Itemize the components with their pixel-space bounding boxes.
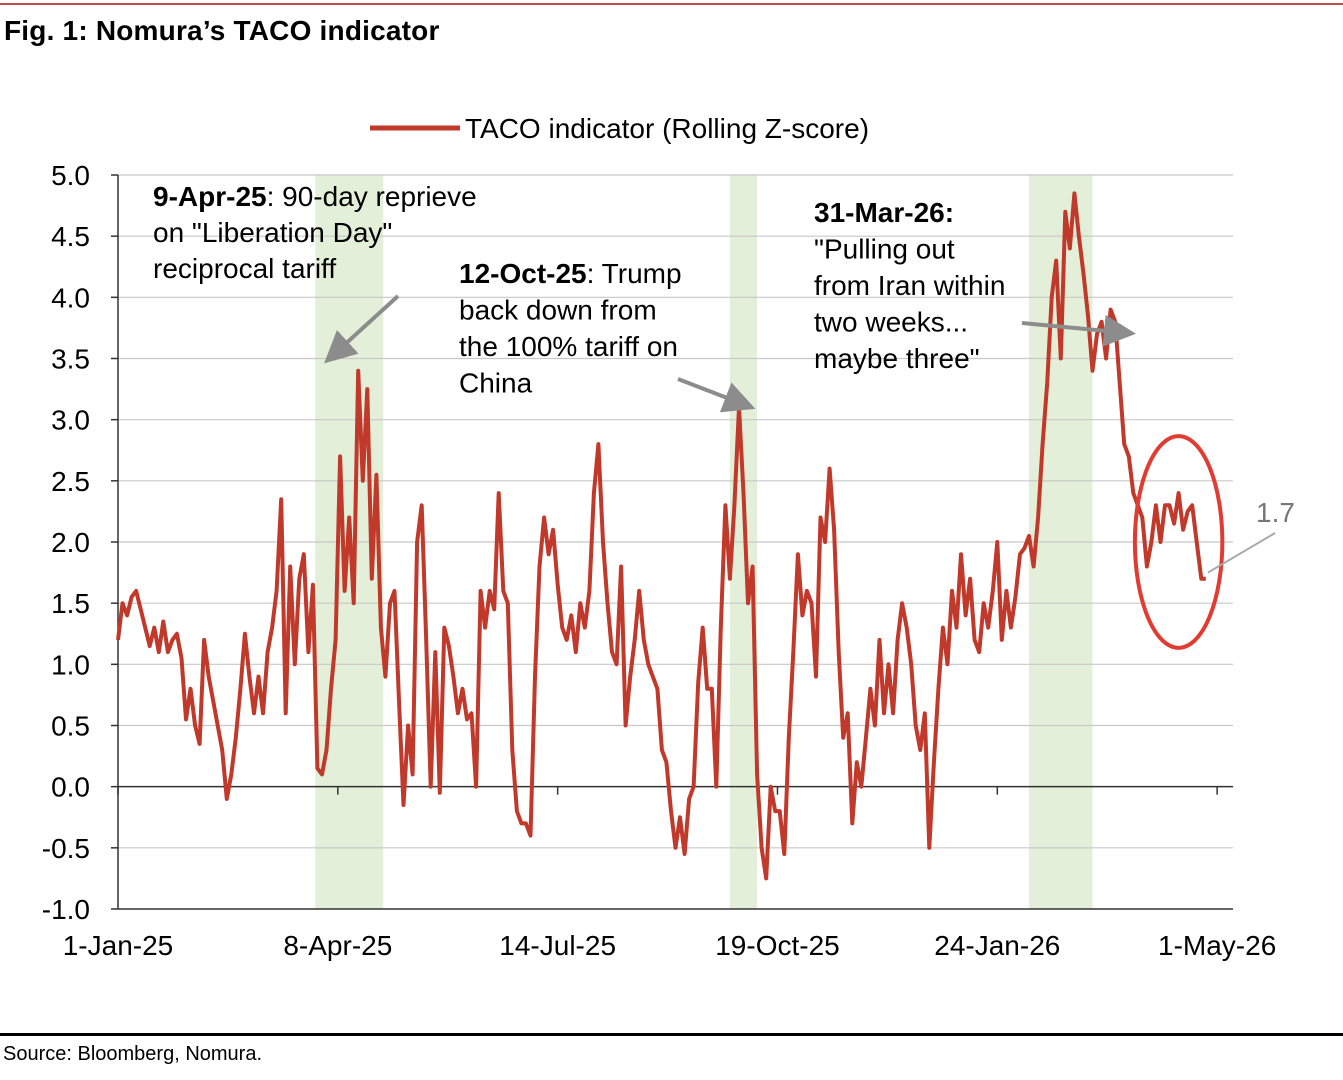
- annotation-text: : 90-day reprieve: [267, 181, 477, 212]
- top-rule: [0, 3, 1343, 5]
- annotation-2: 12-Oct-25: Trump back down from the 100% t…: [459, 258, 756, 413]
- y-tick-label: -0.5: [42, 833, 90, 864]
- x-tick-label: 19-Oct-25: [715, 930, 840, 961]
- annotation-text: "Pulling out: [814, 234, 955, 265]
- x-tick-label: 1-May-26: [1158, 930, 1276, 961]
- y-tick-label: -1.0: [42, 894, 90, 925]
- y-tick-label: 4.0: [51, 282, 90, 313]
- y-tick-label: 2.0: [51, 527, 90, 558]
- annotation-text: China: [459, 368, 533, 399]
- y-tick-label: 0.0: [51, 772, 90, 803]
- annotation-line: on "Liberation Day": [153, 217, 392, 248]
- y-tick-label: 3.0: [51, 405, 90, 436]
- y-tick-label: 1.5: [51, 588, 90, 619]
- annotation-line: China: [459, 368, 533, 399]
- annotation-date: 12-Oct-25: [459, 258, 587, 289]
- legend-label: TACO indicator (Rolling Z-score): [465, 113, 869, 144]
- bottom-rule: [0, 1033, 1343, 1036]
- annotation-text: the 100% tariff on: [459, 331, 678, 362]
- annotation-text: on "Liberation Day": [153, 217, 392, 248]
- annotation-line: back down from: [459, 295, 657, 326]
- y-tick-label: 0.5: [51, 711, 90, 742]
- annotation-line: 9-Apr-25: 90-day reprieve: [153, 181, 477, 212]
- y-tick-label: 5.0: [51, 160, 90, 191]
- y-tick-label: 3.5: [51, 344, 90, 375]
- x-tick-label: 14-Jul-25: [499, 930, 616, 961]
- series-line: [116, 191, 1206, 881]
- annotation-1: 9-Apr-25: 90-day reprieve on "Liberation …: [153, 181, 477, 364]
- x-tick-label: 24-Jan-26: [934, 930, 1060, 961]
- annotation-line: reciprocal tariff: [153, 253, 336, 284]
- x-tick-label: 8-Apr-25: [283, 930, 392, 961]
- annotation-text: reciprocal tariff: [153, 253, 336, 284]
- annotation-text: maybe three": [814, 343, 980, 374]
- annotation-line: 12-Oct-25: Trump: [459, 258, 682, 289]
- end-label-leader: [1207, 532, 1276, 574]
- annotation-line: "Pulling out: [814, 234, 955, 265]
- annotation-arrow: [1021, 314, 1136, 347]
- annotation-line: 31-Mar-26:: [814, 197, 954, 228]
- annotation-date: 9-Apr-25: [153, 181, 267, 212]
- annotation-arrow: [677, 377, 756, 413]
- annotation-line: two weeks...: [814, 307, 968, 338]
- annotation-3: 31-Mar-26: "Pulling out from Iran within tw…: [814, 197, 1136, 374]
- source-note: Source: Bloomberg, Nomura.: [3, 1043, 263, 1065]
- annotation-line: the 100% tariff on: [459, 331, 678, 362]
- taco-chart: 5.0 4.5 4.0 3.5 3.0 2.5 2.0 1.5 1.0 0.5 0.0 -0.5 -1.…: [42, 113, 1295, 961]
- x-tick-label: 1-Jan-25: [63, 930, 174, 961]
- figure-title: Fig. 1: Nomura’s TACO indicator: [4, 15, 440, 46]
- y-tick-label: 1.0: [51, 649, 90, 680]
- end-value-label: 1.7: [1256, 497, 1295, 528]
- annotation-text: back down from: [459, 295, 657, 326]
- annotation-text: from Iran within: [814, 270, 1005, 301]
- y-tick-label: 2.5: [51, 466, 90, 497]
- y-tick-label: 4.5: [51, 221, 90, 252]
- annotation-text: : Trump: [587, 258, 682, 289]
- annotation-line: maybe three": [814, 343, 980, 374]
- highlight-circle: [1132, 434, 1225, 650]
- annotation-line: from Iran within: [814, 270, 1005, 301]
- annotation-text: two weeks...: [814, 307, 968, 338]
- annotation-date: 31-Mar-26:: [814, 197, 954, 228]
- annotation-arrow: [324, 294, 400, 364]
